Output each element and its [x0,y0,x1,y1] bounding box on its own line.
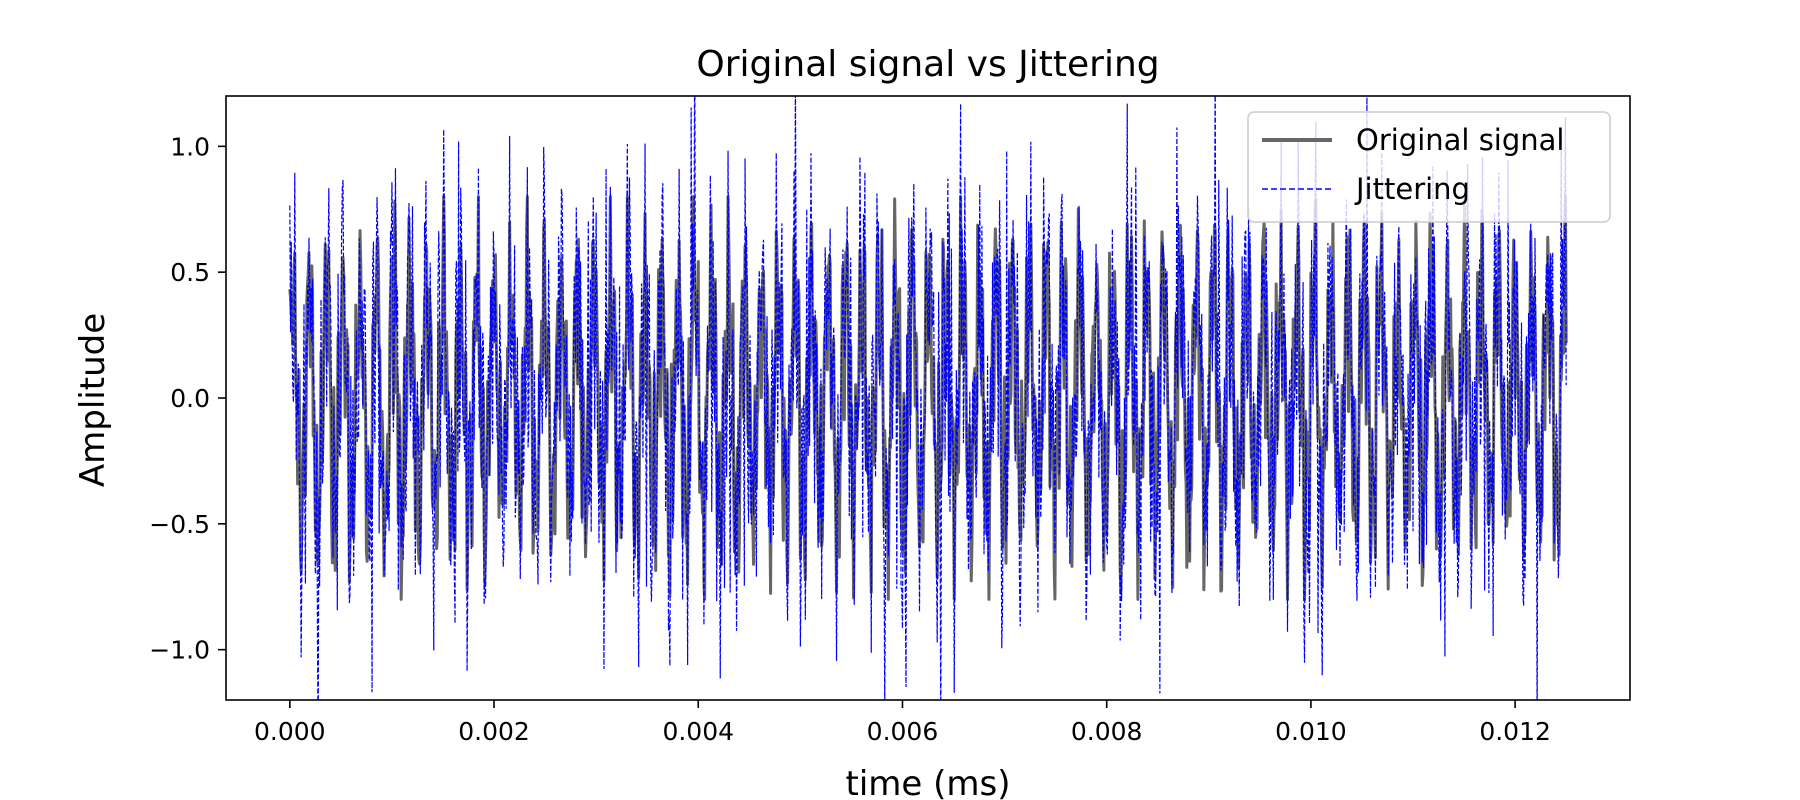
chart-title: Original signal vs Jittering [696,44,1159,85]
legend: Original signal Jittering [1247,111,1611,223]
x-tick-label: 0.002 [458,717,530,746]
y-axis: 1.0 0.5 0.0 −0.5 −1.0 [149,132,226,665]
x-tick-label: 0.010 [1275,717,1347,746]
legend-label-jittering: Jittering [1354,172,1470,206]
x-axis-title: time (ms) [846,764,1011,800]
legend-label-original-signal: Original signal [1356,123,1564,157]
x-tick-label: 0.008 [1071,717,1143,746]
x-tick-label: 0.000 [254,717,326,746]
x-tick-label: 0.004 [662,717,734,746]
x-tick-label: 0.012 [1479,717,1551,746]
x-axis: 0.000 0.002 0.004 0.006 0.008 0.010 0.012 [254,700,1551,746]
y-tick-label: 0.5 [170,258,210,287]
series-layer [288,96,1568,700]
x-tick-label: 0.006 [867,717,939,746]
y-tick-label: 1.0 [170,132,210,161]
y-tick-label: −1.0 [149,636,210,665]
legend-box [1247,111,1611,223]
y-tick-label: −0.5 [149,510,210,539]
series-line-jittering [289,96,1567,700]
y-tick-label: 0.0 [170,384,210,413]
y-axis-title: Amplitude [73,313,113,487]
